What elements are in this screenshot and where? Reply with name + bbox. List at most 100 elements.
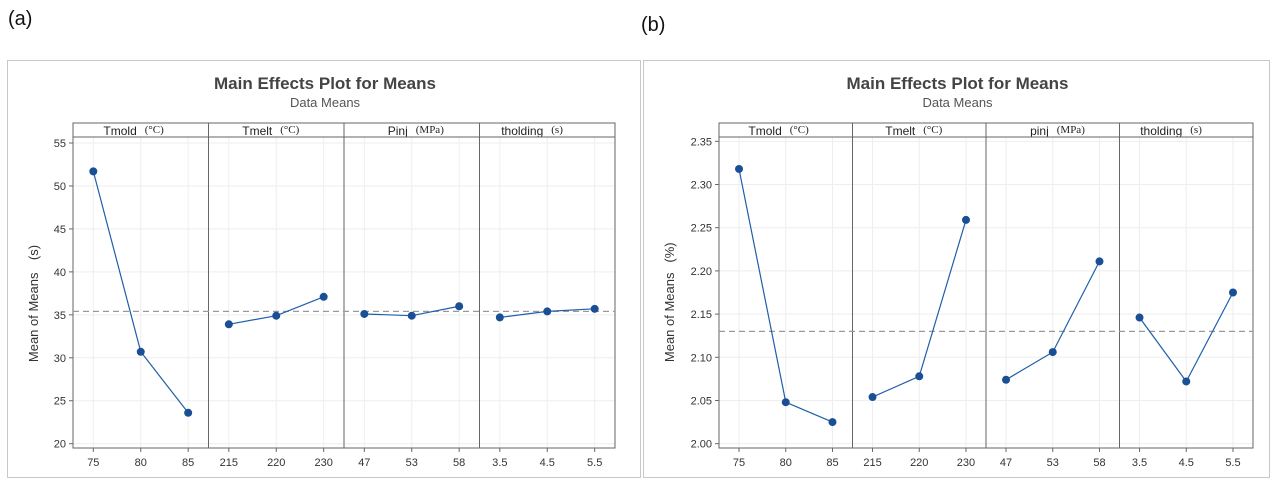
data-point — [1135, 313, 1144, 322]
factor-strip — [208, 122, 345, 138]
panel-label-a: (a) — [8, 8, 33, 30]
data-point — [735, 164, 744, 173]
factor-unit: (°C) — [923, 124, 942, 136]
x-tick-label: 5.5 — [1225, 457, 1240, 469]
x-tick-label: 220 — [267, 457, 285, 469]
factor-strip — [985, 122, 1120, 138]
chart-title: Main Effects Plot for Means — [214, 74, 436, 93]
x-tick-label: 53 — [1047, 457, 1059, 469]
x-tick-label: 75 — [733, 457, 745, 469]
panel-label-b: (b) — [641, 14, 666, 36]
factor-unit: (s) — [1190, 124, 1202, 136]
data-point — [89, 167, 98, 176]
factor-strip — [479, 122, 616, 138]
factor-unit: (°C) — [790, 124, 809, 136]
data-point — [868, 393, 877, 402]
data-point — [543, 307, 552, 316]
y-axis-label-text: Mean of Means — [662, 272, 677, 362]
y-tick-label: 50 — [54, 181, 66, 193]
x-tick-label: 4.5 — [1179, 457, 1194, 469]
data-point — [781, 398, 790, 407]
data-point — [319, 292, 328, 301]
chart-title: Main Effects Plot for Means — [847, 74, 1069, 93]
x-tick-label: 53 — [406, 457, 418, 469]
chart-frame-b: Main Effects Plot for Means Data Means Mea… — [643, 60, 1270, 478]
data-point — [272, 311, 281, 320]
data-point — [455, 302, 464, 311]
x-tick-label: 215 — [863, 457, 881, 469]
x-tick-label: 230 — [314, 457, 332, 469]
factor-name: tholding — [501, 124, 543, 138]
data-point — [1095, 257, 1104, 266]
factor-unit: (°C) — [145, 124, 164, 136]
y-tick-label: 2.15 — [691, 309, 712, 321]
y-axis-label-unit: (%) — [662, 242, 677, 262]
data-point — [828, 418, 837, 427]
y-tick-label: 2.30 — [691, 180, 712, 192]
x-tick-label: 58 — [453, 457, 465, 469]
factor-strip — [718, 122, 853, 138]
chart-subtitle: Data Means — [922, 95, 993, 110]
x-tick-label: 230 — [957, 457, 975, 469]
factor-name: Tmold — [103, 124, 136, 138]
factor-strip — [72, 122, 209, 138]
data-point — [1228, 288, 1237, 297]
x-tick-label: 58 — [1093, 457, 1105, 469]
factor-name: pinj — [1030, 124, 1049, 138]
y-axis-label: Mean of Means (s) — [26, 245, 41, 362]
x-tick-label: 215 — [220, 457, 238, 469]
x-tick-label: 220 — [910, 457, 928, 469]
y-tick-label: 2.20 — [691, 266, 712, 278]
factor-unit: (MPa) — [1057, 124, 1085, 136]
y-tick-label: 2.25 — [691, 223, 712, 235]
x-tick-label: 85 — [182, 457, 194, 469]
factor-name: tholding — [1140, 124, 1182, 138]
x-tick-label: 80 — [135, 457, 147, 469]
factor-strip — [852, 122, 987, 138]
x-tick-label: 3.5 — [1132, 457, 1147, 469]
x-tick-label: 47 — [1000, 457, 1012, 469]
data-point — [961, 215, 970, 224]
data-point — [495, 313, 504, 322]
x-tick-label: 80 — [780, 457, 792, 469]
y-axis-label-text: Mean of Means — [26, 272, 41, 362]
data-point — [224, 320, 233, 329]
data-point — [1002, 375, 1011, 384]
y-tick-label: 2.10 — [691, 352, 712, 364]
factor-name: Pinj — [388, 124, 408, 138]
x-tick-label: 47 — [358, 457, 370, 469]
factor-name: Tmold — [748, 124, 781, 138]
data-point — [915, 372, 924, 381]
y-tick-label: 25 — [54, 396, 66, 408]
factor-name: Tmelt — [242, 124, 273, 138]
factor-name: Tmelt — [885, 124, 916, 138]
factor-strip — [343, 122, 480, 138]
y-tick-label: 40 — [54, 267, 66, 279]
y-tick-label: 45 — [54, 224, 66, 236]
main-effects-chart-a: Main Effects Plot for Means Data Means Mea… — [26, 74, 616, 469]
x-tick-label: 5.5 — [587, 457, 602, 469]
y-tick-label: 2.00 — [691, 439, 712, 451]
x-tick-label: 85 — [826, 457, 838, 469]
y-axis-label-unit: (s) — [26, 245, 41, 260]
y-tick-label: 2.35 — [691, 136, 712, 148]
data-point — [136, 347, 145, 356]
data-point — [184, 408, 193, 417]
data-point — [1182, 377, 1191, 386]
factor-unit: (MPa) — [416, 124, 444, 136]
chart-subtitle: Data Means — [290, 95, 361, 110]
factor-unit: (s) — [551, 124, 563, 136]
y-axis-label: Mean of Means (%) — [662, 242, 677, 362]
data-point — [360, 309, 369, 318]
data-point — [1048, 348, 1057, 357]
y-tick-label: 2.05 — [691, 395, 712, 407]
y-tick-label: 20 — [54, 439, 66, 451]
y-tick-label: 30 — [54, 353, 66, 365]
data-point — [590, 304, 599, 313]
x-tick-label: 3.5 — [492, 457, 507, 469]
x-tick-label: 4.5 — [540, 457, 555, 469]
chart-frame-a: Main Effects Plot for Means Data Means Mea… — [7, 60, 641, 478]
data-point — [407, 311, 416, 320]
y-tick-label: 55 — [54, 138, 66, 150]
main-effects-chart-b: Main Effects Plot for Means Data Means Mea… — [662, 74, 1254, 469]
